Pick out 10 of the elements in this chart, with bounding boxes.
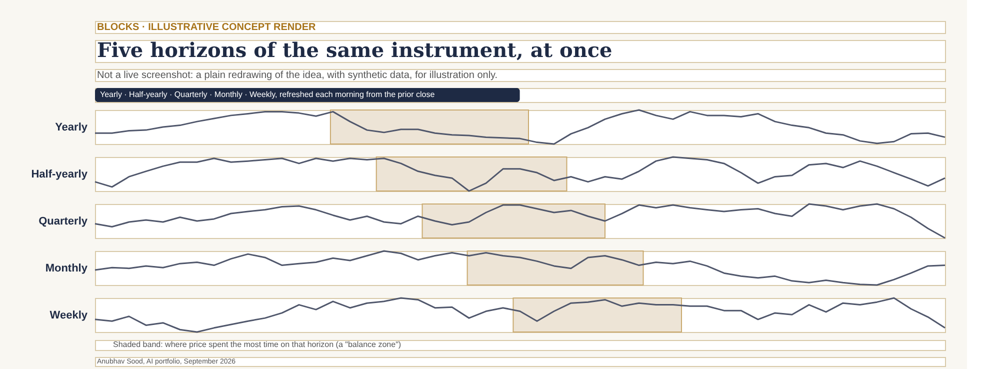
chart-subtitle: Not a live screenshot: a plain redrawing of the idea, with synthetic data, for illustration only.: [97, 70, 498, 81]
y-axis-title: Monthly: [45, 262, 88, 274]
text: Yearly · Half-yearly · Quarterly · Monthly · Weekly, refreshed each morning from the prior close: [100, 90, 436, 99]
y-axis-title: Half-yearly: [31, 168, 88, 180]
y-axis-title: Quarterly: [38, 216, 88, 228]
chart-title: Five horizons of the same instrument, at once: [97, 38, 612, 62]
text: BLOCKS · ILLUSTRATIVE CONCEPT RENDER: [97, 22, 316, 33]
text: Shaded band: where price spent the most time on that horizon (a "balance zone"): [113, 340, 402, 349]
y-axis-title: Yearly: [55, 122, 88, 134]
y-axis-title: Weekly: [50, 310, 88, 322]
